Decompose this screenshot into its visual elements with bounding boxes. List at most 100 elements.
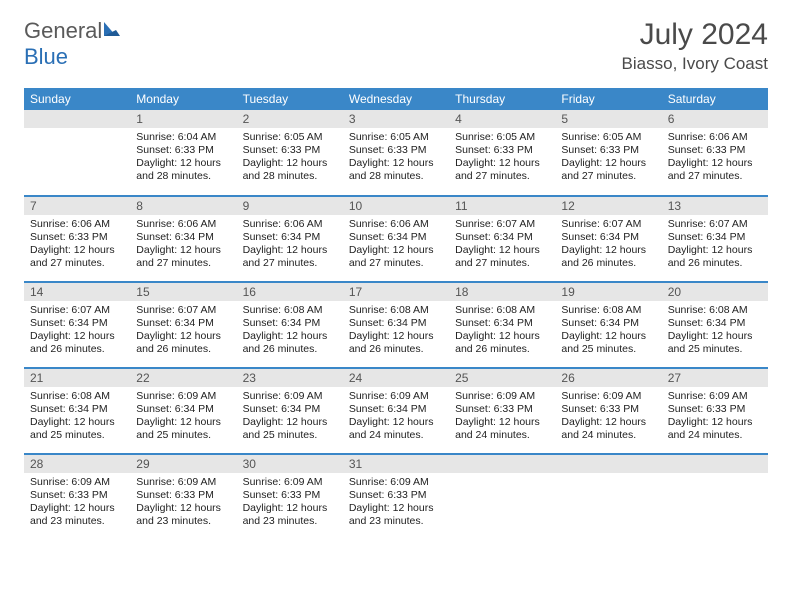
calendar-cell: 20Sunrise: 6:08 AMSunset: 6:34 PMDayligh… xyxy=(662,282,768,368)
day-details: Sunrise: 6:08 AMSunset: 6:34 PMDaylight:… xyxy=(662,301,768,361)
calendar-cell: 28Sunrise: 6:09 AMSunset: 6:33 PMDayligh… xyxy=(24,454,130,540)
calendar-week: 7Sunrise: 6:06 AMSunset: 6:33 PMDaylight… xyxy=(24,196,768,282)
month-title: July 2024 xyxy=(622,18,768,52)
calendar-body: 1Sunrise: 6:04 AMSunset: 6:33 PMDaylight… xyxy=(24,110,768,540)
day-details: Sunrise: 6:07 AMSunset: 6:34 PMDaylight:… xyxy=(555,215,661,275)
day-details: Sunrise: 6:05 AMSunset: 6:33 PMDaylight:… xyxy=(449,128,555,188)
day-number: 17 xyxy=(343,283,449,301)
day-details: Sunrise: 6:08 AMSunset: 6:34 PMDaylight:… xyxy=(237,301,343,361)
calendar-cell: 30Sunrise: 6:09 AMSunset: 6:33 PMDayligh… xyxy=(237,454,343,540)
calendar-cell: 14Sunrise: 6:07 AMSunset: 6:34 PMDayligh… xyxy=(24,282,130,368)
calendar-cell: 12Sunrise: 6:07 AMSunset: 6:34 PMDayligh… xyxy=(555,196,661,282)
day-number: 22 xyxy=(130,369,236,387)
day-number: 26 xyxy=(555,369,661,387)
calendar-cell: 29Sunrise: 6:09 AMSunset: 6:33 PMDayligh… xyxy=(130,454,236,540)
day-details: Sunrise: 6:09 AMSunset: 6:34 PMDaylight:… xyxy=(343,387,449,447)
day-number: 25 xyxy=(449,369,555,387)
day-number-empty xyxy=(24,110,130,128)
day-number: 2 xyxy=(237,110,343,128)
day-number: 29 xyxy=(130,455,236,473)
day-header: Sunday xyxy=(24,88,130,110)
day-number: 4 xyxy=(449,110,555,128)
calendar-cell: 22Sunrise: 6:09 AMSunset: 6:34 PMDayligh… xyxy=(130,368,236,454)
day-number: 20 xyxy=(662,283,768,301)
calendar-cell xyxy=(662,454,768,540)
day-details: Sunrise: 6:07 AMSunset: 6:34 PMDaylight:… xyxy=(449,215,555,275)
day-number: 12 xyxy=(555,197,661,215)
day-number: 6 xyxy=(662,110,768,128)
calendar-week: 1Sunrise: 6:04 AMSunset: 6:33 PMDaylight… xyxy=(24,110,768,196)
calendar-cell: 17Sunrise: 6:08 AMSunset: 6:34 PMDayligh… xyxy=(343,282,449,368)
calendar-cell: 3Sunrise: 6:05 AMSunset: 6:33 PMDaylight… xyxy=(343,110,449,196)
day-details: Sunrise: 6:06 AMSunset: 6:34 PMDaylight:… xyxy=(130,215,236,275)
calendar-cell: 21Sunrise: 6:08 AMSunset: 6:34 PMDayligh… xyxy=(24,368,130,454)
day-details: Sunrise: 6:05 AMSunset: 6:33 PMDaylight:… xyxy=(237,128,343,188)
calendar-cell: 5Sunrise: 6:05 AMSunset: 6:33 PMDaylight… xyxy=(555,110,661,196)
calendar-cell: 19Sunrise: 6:08 AMSunset: 6:34 PMDayligh… xyxy=(555,282,661,368)
day-header: Tuesday xyxy=(237,88,343,110)
calendar-cell: 10Sunrise: 6:06 AMSunset: 6:34 PMDayligh… xyxy=(343,196,449,282)
logo-text-1: General xyxy=(24,18,102,43)
day-number: 16 xyxy=(237,283,343,301)
calendar-cell: 1Sunrise: 6:04 AMSunset: 6:33 PMDaylight… xyxy=(130,110,236,196)
calendar-cell: 7Sunrise: 6:06 AMSunset: 6:33 PMDaylight… xyxy=(24,196,130,282)
calendar-cell xyxy=(24,110,130,196)
day-number: 15 xyxy=(130,283,236,301)
location: Biasso, Ivory Coast xyxy=(622,54,768,74)
day-number: 31 xyxy=(343,455,449,473)
day-number-empty xyxy=(449,455,555,473)
calendar-cell: 8Sunrise: 6:06 AMSunset: 6:34 PMDaylight… xyxy=(130,196,236,282)
day-number: 23 xyxy=(237,369,343,387)
day-details: Sunrise: 6:08 AMSunset: 6:34 PMDaylight:… xyxy=(24,387,130,447)
calendar-cell: 6Sunrise: 6:06 AMSunset: 6:33 PMDaylight… xyxy=(662,110,768,196)
day-details: Sunrise: 6:09 AMSunset: 6:33 PMDaylight:… xyxy=(237,473,343,533)
day-number: 8 xyxy=(130,197,236,215)
day-details: Sunrise: 6:07 AMSunset: 6:34 PMDaylight:… xyxy=(130,301,236,361)
calendar-cell: 9Sunrise: 6:06 AMSunset: 6:34 PMDaylight… xyxy=(237,196,343,282)
day-header: Wednesday xyxy=(343,88,449,110)
day-details: Sunrise: 6:05 AMSunset: 6:33 PMDaylight:… xyxy=(555,128,661,188)
calendar-week: 28Sunrise: 6:09 AMSunset: 6:33 PMDayligh… xyxy=(24,454,768,540)
day-number: 10 xyxy=(343,197,449,215)
day-number: 28 xyxy=(24,455,130,473)
day-number: 13 xyxy=(662,197,768,215)
day-details: Sunrise: 6:09 AMSunset: 6:33 PMDaylight:… xyxy=(343,473,449,533)
title-block: July 2024 Biasso, Ivory Coast xyxy=(622,18,768,74)
day-details: Sunrise: 6:09 AMSunset: 6:33 PMDaylight:… xyxy=(130,473,236,533)
calendar-cell: 27Sunrise: 6:09 AMSunset: 6:33 PMDayligh… xyxy=(662,368,768,454)
day-details: Sunrise: 6:08 AMSunset: 6:34 PMDaylight:… xyxy=(555,301,661,361)
day-header: Thursday xyxy=(449,88,555,110)
calendar-cell: 16Sunrise: 6:08 AMSunset: 6:34 PMDayligh… xyxy=(237,282,343,368)
calendar-cell: 13Sunrise: 6:07 AMSunset: 6:34 PMDayligh… xyxy=(662,196,768,282)
calendar-cell xyxy=(555,454,661,540)
calendar-week: 14Sunrise: 6:07 AMSunset: 6:34 PMDayligh… xyxy=(24,282,768,368)
calendar-cell: 25Sunrise: 6:09 AMSunset: 6:33 PMDayligh… xyxy=(449,368,555,454)
day-details: Sunrise: 6:09 AMSunset: 6:33 PMDaylight:… xyxy=(555,387,661,447)
day-details: Sunrise: 6:09 AMSunset: 6:34 PMDaylight:… xyxy=(237,387,343,447)
calendar-cell: 24Sunrise: 6:09 AMSunset: 6:34 PMDayligh… xyxy=(343,368,449,454)
day-number-empty xyxy=(555,455,661,473)
logo-text-2: Blue xyxy=(24,44,68,69)
day-details: Sunrise: 6:05 AMSunset: 6:33 PMDaylight:… xyxy=(343,128,449,188)
calendar-cell: 18Sunrise: 6:08 AMSunset: 6:34 PMDayligh… xyxy=(449,282,555,368)
calendar-cell: 31Sunrise: 6:09 AMSunset: 6:33 PMDayligh… xyxy=(343,454,449,540)
day-details: Sunrise: 6:08 AMSunset: 6:34 PMDaylight:… xyxy=(449,301,555,361)
day-header: Monday xyxy=(130,88,236,110)
day-number: 14 xyxy=(24,283,130,301)
day-details: Sunrise: 6:06 AMSunset: 6:33 PMDaylight:… xyxy=(662,128,768,188)
day-details: Sunrise: 6:06 AMSunset: 6:34 PMDaylight:… xyxy=(343,215,449,275)
calendar-cell: 15Sunrise: 6:07 AMSunset: 6:34 PMDayligh… xyxy=(130,282,236,368)
day-number: 19 xyxy=(555,283,661,301)
logo-sail-icon xyxy=(102,18,122,44)
day-header: Saturday xyxy=(662,88,768,110)
day-details: Sunrise: 6:09 AMSunset: 6:33 PMDaylight:… xyxy=(24,473,130,533)
calendar-cell: 26Sunrise: 6:09 AMSunset: 6:33 PMDayligh… xyxy=(555,368,661,454)
day-of-week-row: SundayMondayTuesdayWednesdayThursdayFrid… xyxy=(24,88,768,110)
header: GeneralBlue July 2024 Biasso, Ivory Coas… xyxy=(24,18,768,74)
day-details: Sunrise: 6:08 AMSunset: 6:34 PMDaylight:… xyxy=(343,301,449,361)
calendar-cell: 11Sunrise: 6:07 AMSunset: 6:34 PMDayligh… xyxy=(449,196,555,282)
day-number: 11 xyxy=(449,197,555,215)
day-number: 3 xyxy=(343,110,449,128)
day-header: Friday xyxy=(555,88,661,110)
day-details: Sunrise: 6:06 AMSunset: 6:34 PMDaylight:… xyxy=(237,215,343,275)
